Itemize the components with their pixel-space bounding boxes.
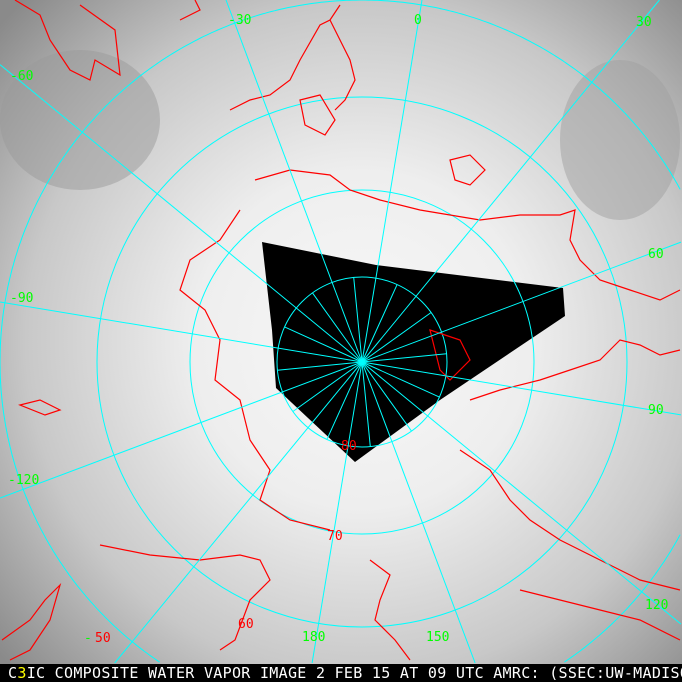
meridian-line (277, 361, 363, 371)
meridian-line (361, 353, 447, 363)
meridian-line (225, 0, 363, 363)
latitude-label: 80 (341, 439, 357, 454)
latitude-circle-50 (0, 0, 681, 663)
meridians (0, 0, 682, 664)
meridian-line (311, 361, 363, 664)
caption-channel: 3 (17, 664, 27, 682)
latitude-circle-60 (96, 96, 628, 628)
coastline (429, 329, 471, 381)
latitude-circle-70 (189, 189, 535, 535)
meridian-line (292, 361, 363, 412)
longitude-label: 120 (645, 598, 668, 613)
longitude-label: -60 (10, 69, 33, 84)
image-caption: C3IC COMPOSITE WATER VAPOR IMAGE 2 FEB 1… (0, 664, 682, 682)
coastline (99, 544, 271, 651)
meridian-line (361, 284, 398, 363)
longitude-label: 90 (648, 403, 664, 418)
latitude-label: 70 (327, 529, 343, 544)
coastline (369, 559, 411, 661)
meridian-line (361, 241, 682, 363)
longitude-label: 180 (302, 630, 325, 645)
latitude-label: 50 (95, 631, 111, 646)
coastline (179, 209, 331, 531)
caption-text: IC COMPOSITE WATER VAPOR IMAGE 2 FEB 15 … (26, 664, 682, 682)
meridian-line (361, 361, 371, 447)
coastline (299, 94, 336, 136)
meridian-line (0, 361, 363, 499)
longitude-label: 60 (648, 247, 664, 262)
longitude-label: -30 (228, 13, 251, 28)
caption-prefix: C (8, 664, 18, 682)
meridian-line (0, 64, 363, 363)
coastline (229, 4, 356, 111)
coastline (179, 0, 201, 21)
longitude-label: 30 (636, 15, 652, 30)
meridian-line (361, 361, 682, 416)
graticule (0, 0, 681, 663)
meridian-line (361, 361, 682, 625)
meridian-line (326, 361, 363, 440)
coastline (18, 399, 62, 416)
coastline (449, 154, 486, 186)
meridian-line (361, 312, 432, 363)
meridian-line (361, 361, 440, 398)
meridian-line (312, 292, 363, 363)
longitude-label: -90 (10, 291, 33, 306)
meridian-line (361, 0, 660, 363)
coastline (1, 582, 62, 661)
coastlines (1, 0, 681, 661)
coastline (519, 589, 681, 641)
longitude-label: -120 (8, 473, 39, 488)
longitude-label: 150 (426, 630, 449, 645)
longitude-label: 0 (414, 13, 422, 28)
longitude-label: - (84, 631, 92, 646)
meridian-line (114, 361, 363, 664)
meridian-line (361, 361, 412, 432)
coastline (459, 449, 681, 591)
meridian-line (0, 301, 363, 363)
coastline (254, 169, 681, 301)
meridian-line (361, 0, 423, 363)
coastline (14, 0, 121, 81)
latitude-label: 60 (238, 617, 254, 632)
meridian-line (353, 277, 363, 363)
dry-region (0, 50, 160, 190)
dry-region (560, 60, 680, 220)
meridian-line (361, 361, 476, 664)
meridian-line (284, 326, 363, 363)
latitude-circle-80 (276, 276, 448, 448)
